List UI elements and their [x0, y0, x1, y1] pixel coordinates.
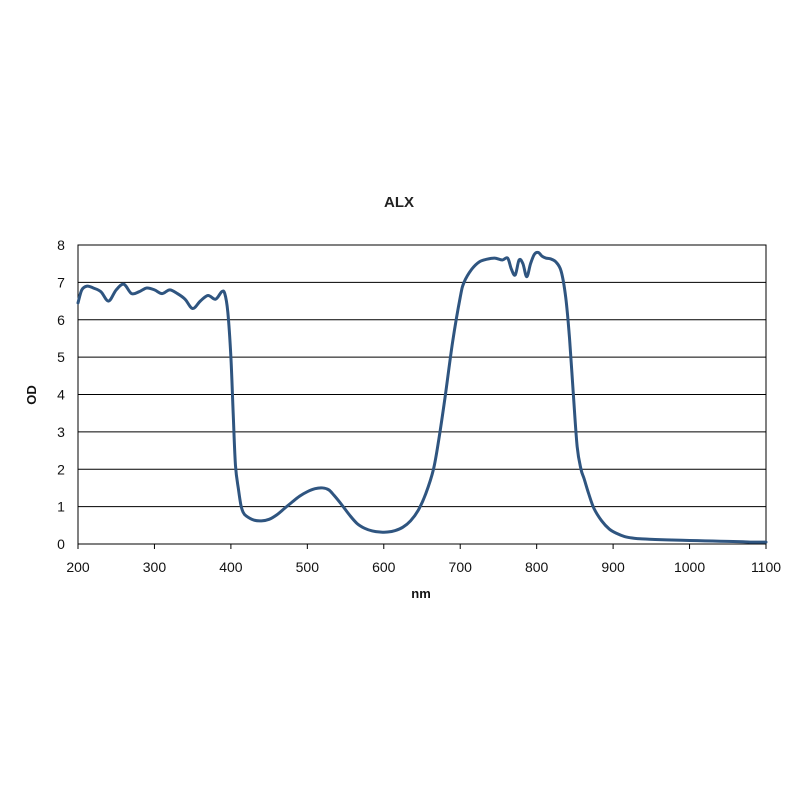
plot-frame — [77, 244, 767, 545]
x-tick-label: 200 — [66, 559, 90, 575]
chart-title: ALX — [384, 194, 414, 211]
y-tick-label: 2 — [57, 461, 65, 477]
x-tick-label: 500 — [296, 559, 320, 575]
y-tick-label: 7 — [57, 274, 65, 290]
x-tick-label: 600 — [372, 559, 396, 575]
x-tick-labels: 200 300 400 500 600 700 800 900 1000 1100 — [66, 544, 781, 575]
y-tick-label: 5 — [57, 349, 65, 365]
series-line — [76, 250, 768, 544]
x-axis-label: nm — [411, 586, 431, 601]
y-axis-label: OD — [24, 385, 39, 405]
x-tick-label: 800 — [525, 559, 549, 575]
y-tick-label: 3 — [57, 424, 65, 440]
x-tick-label: 400 — [219, 559, 243, 575]
y-tick-labels: 0 1 2 3 4 5 6 7 8 — [57, 237, 65, 552]
x-tick-label: 300 — [143, 559, 167, 575]
y-tick-label: 6 — [57, 312, 65, 328]
y-tick-label: 8 — [57, 237, 65, 253]
x-tick-label: 900 — [601, 559, 625, 575]
x-tick-label: 700 — [449, 559, 473, 575]
y-tick-label: 0 — [57, 536, 65, 552]
y-tick-label: 4 — [57, 387, 65, 403]
y-tick-label: 1 — [57, 499, 65, 515]
x-tick-label: 1100 — [751, 559, 781, 575]
x-tick-label: 1000 — [674, 559, 705, 575]
